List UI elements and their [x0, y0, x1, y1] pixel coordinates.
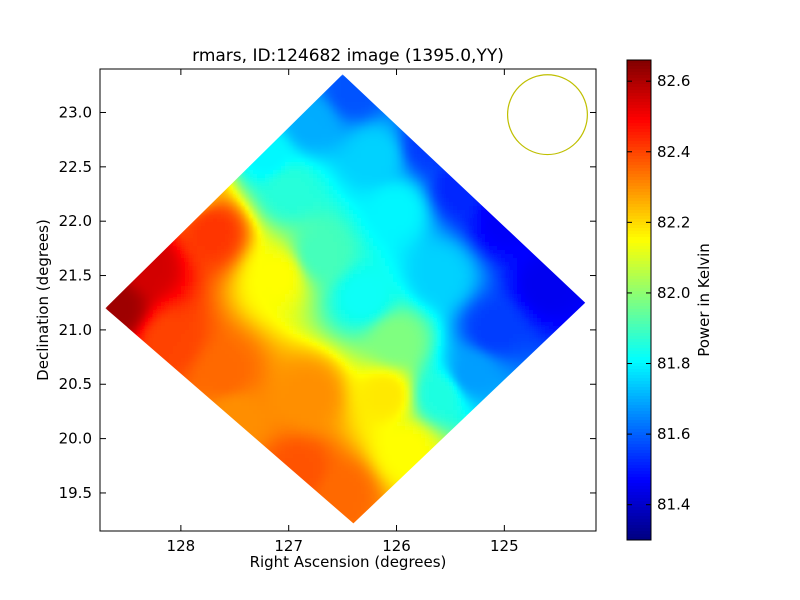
y-tick-label: 21.0: [59, 321, 92, 339]
colorbar-tick-label: 81.4: [657, 496, 690, 514]
y-tick-label: 22.5: [59, 158, 92, 176]
y-tick-label: 22.0: [59, 212, 92, 230]
x-axis-label: Right Ascension (degrees): [250, 553, 447, 571]
x-axis-ticks: 128 127 126 125: [167, 69, 519, 555]
colorbar-tick-label: 81.6: [657, 425, 690, 443]
colorbar-ticks: 81.4 81.6 81.8 82.0 82.2 82.4 82.6: [627, 72, 690, 514]
y-tick-label: 23.0: [59, 103, 92, 121]
y-tick-label: 20.5: [59, 375, 92, 393]
beam-marker: [506, 74, 588, 156]
colorbar-tick-label: 81.8: [657, 355, 690, 373]
y-tick-label: 21.5: [59, 267, 92, 285]
colorbar-tick-label: 82.0: [657, 284, 690, 302]
y-axis-label: Declination (degrees): [34, 219, 52, 381]
y-axis-ticks: 19.5 20.0 20.5 21.0 21.5 22.0 22.5 23.0: [59, 103, 596, 502]
x-tick-label: 127: [274, 537, 303, 555]
beam-circle: [506, 74, 588, 156]
plot-frame: [99, 68, 597, 532]
plot-area: 128 127 126 125 19.5 20.0 20.5 21.0 21.5 22.0 22.…: [59, 68, 597, 555]
x-tick-label: 125: [490, 537, 519, 555]
chart-title: rmars, ID:124682 image (1395.0,YY): [192, 46, 504, 66]
colorbar-tick-label: 82.6: [657, 72, 690, 90]
x-tick-label: 126: [382, 537, 411, 555]
y-tick-label: 19.5: [59, 484, 92, 502]
colorbar-frame: [626, 59, 652, 541]
colorbar-label: Power in Kelvin: [695, 243, 713, 357]
colorbar-tick-label: 82.2: [657, 213, 690, 231]
x-tick-label: 128: [167, 537, 196, 555]
colorbar: 81.4 81.6 81.8 82.0 82.2 82.4 82.6 Power in Ke…: [626, 59, 713, 541]
y-tick-label: 20.0: [59, 430, 92, 448]
colorbar-tick-label: 82.4: [657, 143, 690, 161]
